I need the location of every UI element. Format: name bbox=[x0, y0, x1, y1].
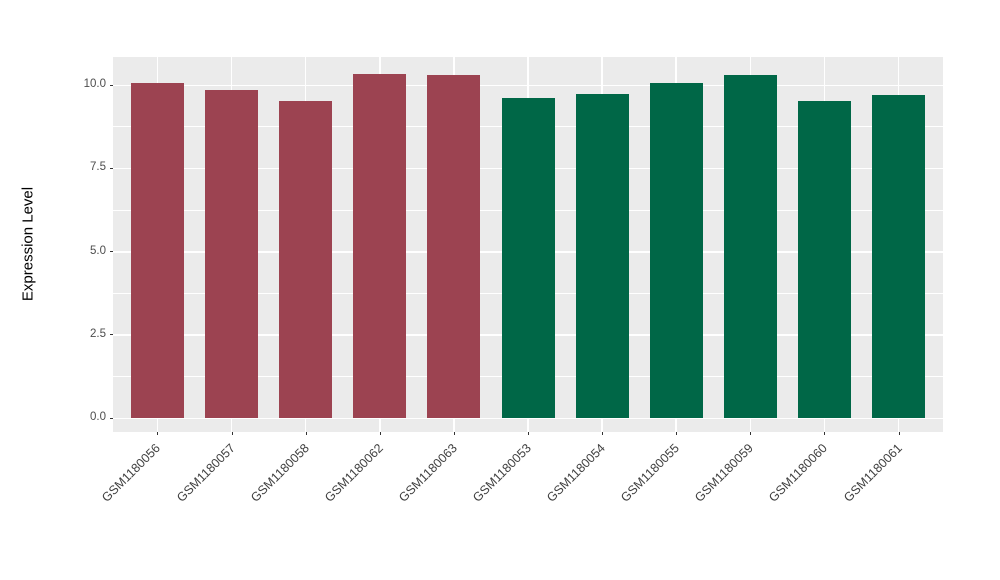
y-tick-mark bbox=[110, 167, 113, 169]
x-tick-mark bbox=[750, 432, 752, 435]
bar-GSM1180057 bbox=[205, 89, 259, 418]
y-tick-label: 10.0 bbox=[83, 78, 106, 91]
x-tick-mark bbox=[379, 432, 381, 435]
y-tick-mark bbox=[110, 251, 113, 253]
y-tick-label: 5.0 bbox=[90, 244, 106, 257]
y-tick-mark bbox=[110, 334, 113, 336]
y-tick-mark bbox=[110, 417, 113, 419]
x-tick-mark bbox=[157, 432, 159, 435]
y-tick-label: 2.5 bbox=[90, 327, 106, 340]
x-tick-mark bbox=[453, 432, 455, 435]
y-tick-label: 0.0 bbox=[90, 411, 106, 424]
bar-GSM1180061 bbox=[872, 94, 926, 418]
x-tick-mark bbox=[231, 432, 233, 435]
y-axis-title: Expression Level bbox=[19, 186, 37, 302]
bar-GSM1180062 bbox=[353, 73, 407, 418]
plot-panel bbox=[113, 57, 943, 432]
bar-GSM1180060 bbox=[797, 101, 851, 418]
bar-GSM1180058 bbox=[279, 101, 333, 418]
x-tick-mark bbox=[676, 432, 678, 435]
bar-GSM1180053 bbox=[501, 97, 555, 418]
x-tick-mark bbox=[824, 432, 826, 435]
bar-GSM1180059 bbox=[723, 74, 777, 418]
bar-GSM1180063 bbox=[427, 75, 481, 418]
y-tick-label: 7.5 bbox=[90, 161, 106, 174]
bar-GSM1180054 bbox=[575, 93, 629, 418]
bar-GSM1180056 bbox=[130, 82, 184, 418]
x-tick-mark bbox=[528, 432, 529, 435]
y-tick-mark bbox=[110, 84, 113, 86]
bar-GSM1180055 bbox=[649, 82, 703, 418]
x-tick-mark bbox=[305, 432, 307, 435]
x-tick-mark bbox=[602, 432, 604, 435]
x-tick-mark bbox=[898, 432, 900, 435]
